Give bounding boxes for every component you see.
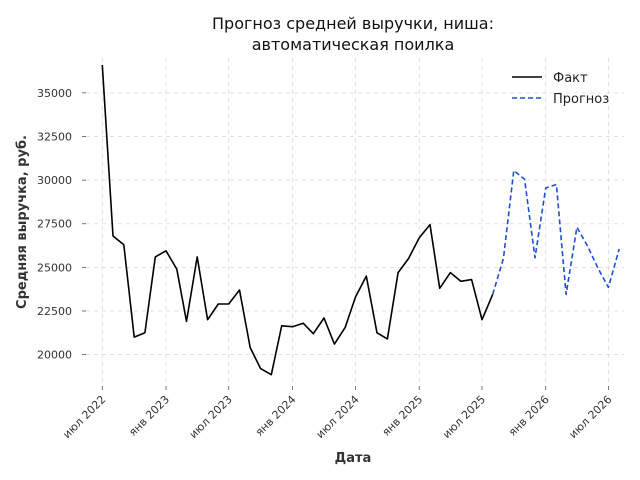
x-axis-ticks: июл 2022 янв 2023 июл 2023 янв 2024 июл 2024…	[60, 386, 615, 441]
x-tick-label: янв 2023	[126, 393, 172, 439]
x-tick-label: янв 2026	[506, 393, 552, 439]
y-tick-label: 30000	[37, 174, 72, 187]
y-tick-label: 32500	[37, 131, 72, 144]
y-axis-ticks: 20000 22500 25000 27500 30000 32500 35000	[37, 87, 86, 362]
series-line-fact	[101, 64, 494, 376]
legend-label-fact: Факт	[553, 71, 588, 86]
x-tick-label: июл 2023	[187, 393, 235, 441]
x-tick-label: июл 2026	[566, 393, 614, 441]
y-tick-label: 22500	[37, 305, 72, 318]
y-tick-label: 20000	[37, 349, 72, 362]
y-tick-label: 25000	[37, 261, 72, 274]
x-tick-label: янв 2025	[380, 393, 426, 439]
legend-label-forecast: Прогноз	[553, 92, 609, 107]
chart-title-line-2: автоматическая поилка	[252, 35, 455, 54]
series-layer	[101, 64, 620, 376]
chart-title-line-1: Прогноз средней выручки, ниша:	[212, 14, 494, 33]
y-tick-label: 35000	[37, 87, 72, 100]
legend: Факт Прогноз	[512, 71, 609, 107]
y-axis-label: Средняя выручка, руб.	[15, 135, 30, 309]
x-axis-label: Дата	[335, 451, 372, 466]
x-tick-label: янв 2024	[253, 393, 299, 439]
x-tick-label: июл 2022	[60, 393, 108, 441]
x-tick-label: июл 2024	[314, 393, 362, 441]
y-tick-label: 27500	[37, 218, 72, 231]
series-line-forecast	[491, 169, 620, 296]
x-tick-label: июл 2025	[440, 393, 488, 441]
grid	[86, 58, 624, 386]
